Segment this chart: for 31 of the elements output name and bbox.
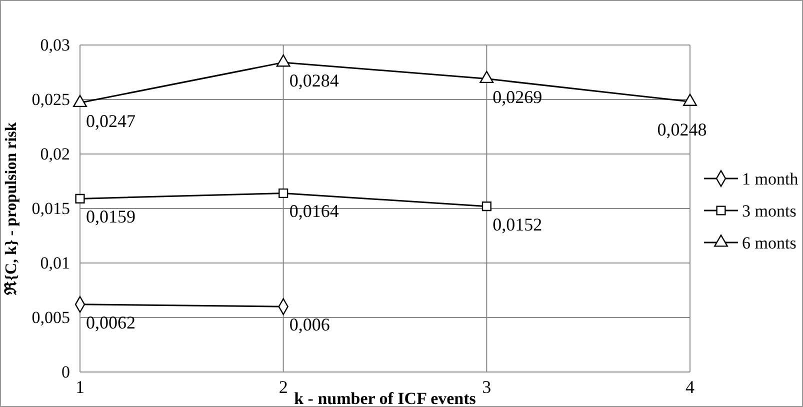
y-tick-label: 0,005	[32, 308, 70, 327]
data-label: 0,0269	[492, 86, 542, 107]
y-tick-label: 0	[62, 362, 70, 382]
x-tick-label: 2	[278, 376, 288, 397]
data-label: 0,0152	[492, 214, 542, 234]
point	[480, 70, 494, 84]
data-label: 0,0284	[289, 70, 339, 90]
x-tick-label: 3	[482, 376, 492, 397]
data-label: 0,0164	[289, 201, 339, 222]
data-label: 0,0247	[86, 110, 136, 131]
x-tick-label: 1	[76, 376, 84, 397]
y-tick-label: 0,02	[40, 144, 70, 164]
data-label: 0,0159	[86, 206, 136, 227]
y-tick-label: 0,015	[32, 198, 70, 218]
point	[276, 54, 290, 67]
legend-label: 3 monts	[742, 202, 796, 220]
point	[482, 202, 492, 212]
legend-label: 1 month	[742, 170, 799, 188]
x-tick-label: 4	[686, 376, 694, 397]
legend-label: 6 monts	[742, 234, 796, 252]
y-tick-label: 0,01	[40, 253, 70, 272]
data-label: 0,0062	[86, 312, 136, 332]
point	[683, 94, 697, 106]
y-tick-label: 0,03	[40, 35, 70, 54]
data-label: 0,0248	[657, 120, 707, 140]
y-tick-label: 0,025	[32, 90, 70, 109]
x-axis-title: k - number of ICF events	[294, 389, 476, 407]
point	[278, 188, 288, 198]
point	[75, 194, 85, 204]
data-label: 0,006	[289, 314, 330, 335]
y-axis-title: ℜ{C, k} - propulsion risk	[3, 122, 20, 296]
